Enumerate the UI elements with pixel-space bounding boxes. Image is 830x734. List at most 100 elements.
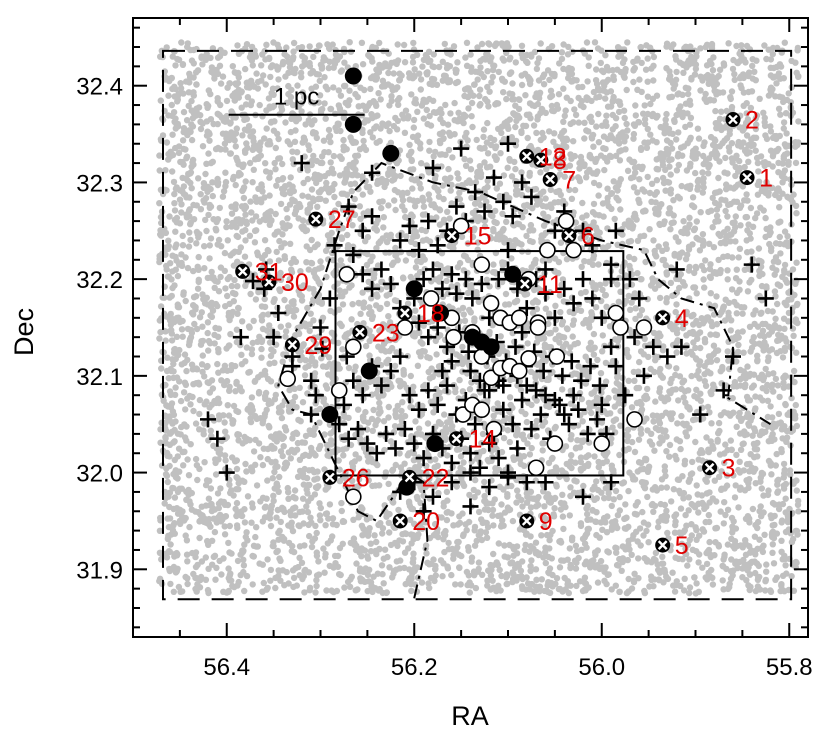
background-point xyxy=(538,532,545,539)
background-point xyxy=(522,92,529,99)
background-point xyxy=(279,220,286,227)
background-point xyxy=(256,101,263,109)
background-point xyxy=(340,114,348,122)
background-point xyxy=(308,543,316,551)
background-point xyxy=(577,153,585,161)
background-point xyxy=(395,506,402,514)
background-point xyxy=(702,90,709,98)
background-point xyxy=(208,268,215,276)
background-point xyxy=(325,64,332,72)
background-point xyxy=(177,89,184,97)
background-point xyxy=(568,195,576,202)
background-point xyxy=(170,178,178,186)
background-point xyxy=(224,402,231,409)
background-point xyxy=(222,428,229,435)
background-point xyxy=(745,484,752,492)
background-point xyxy=(533,129,540,137)
background-point xyxy=(757,204,764,211)
background-point xyxy=(216,111,223,119)
background-point xyxy=(731,298,738,306)
background-point xyxy=(205,541,212,548)
background-point xyxy=(172,228,179,235)
background-point xyxy=(782,495,789,502)
background-point xyxy=(572,565,580,572)
background-point xyxy=(792,139,799,146)
background-point xyxy=(410,116,418,124)
background-point xyxy=(486,41,493,48)
background-point xyxy=(532,566,540,573)
background-point xyxy=(736,245,744,252)
background-point xyxy=(568,452,575,459)
background-point xyxy=(754,159,762,167)
background-point xyxy=(648,430,655,437)
background-point xyxy=(681,422,689,429)
background-point xyxy=(624,556,631,564)
background-point xyxy=(193,365,200,372)
background-point xyxy=(217,485,224,492)
background-point xyxy=(583,39,591,46)
background-point xyxy=(215,288,223,295)
background-point xyxy=(383,300,391,308)
background-point xyxy=(326,501,334,508)
background-point xyxy=(316,419,323,426)
background-point xyxy=(197,118,204,126)
background-point xyxy=(735,341,742,349)
background-point xyxy=(178,326,186,333)
background-point xyxy=(644,395,651,402)
background-point xyxy=(457,464,464,472)
background-point xyxy=(183,367,190,375)
background-point xyxy=(346,87,353,94)
background-point xyxy=(699,169,706,176)
background-point xyxy=(537,40,544,47)
background-point xyxy=(757,153,765,160)
background-point xyxy=(577,520,585,527)
background-point xyxy=(263,406,270,414)
background-point xyxy=(634,468,641,475)
background-point xyxy=(781,470,788,477)
background-point xyxy=(575,119,582,126)
background-point xyxy=(300,179,307,187)
background-point xyxy=(462,521,469,528)
background-point xyxy=(409,185,416,192)
background-point xyxy=(721,551,728,558)
background-point xyxy=(214,180,221,188)
background-point xyxy=(722,441,729,448)
background-point xyxy=(399,531,406,538)
background-point xyxy=(313,134,320,142)
background-point xyxy=(685,60,692,68)
background-point xyxy=(695,135,703,142)
background-point xyxy=(358,522,366,529)
background-point xyxy=(233,499,241,507)
background-point xyxy=(745,158,752,165)
background-point xyxy=(369,134,376,141)
background-point xyxy=(459,343,466,351)
background-point xyxy=(410,124,417,131)
background-point xyxy=(618,567,625,574)
background-point xyxy=(290,574,298,582)
background-point xyxy=(215,349,222,356)
background-point xyxy=(178,39,185,46)
background-point xyxy=(625,353,632,361)
background-point xyxy=(733,423,740,430)
background-point xyxy=(367,257,374,265)
background-point xyxy=(601,166,608,174)
background-point xyxy=(650,508,657,515)
background-point xyxy=(687,134,694,141)
background-point xyxy=(339,346,346,353)
background-point xyxy=(276,287,284,295)
background-point xyxy=(290,48,297,55)
background-point xyxy=(483,198,490,205)
background-point xyxy=(503,95,510,103)
background-point xyxy=(489,73,496,81)
background-point xyxy=(478,40,486,48)
background-point xyxy=(341,288,349,295)
background-point xyxy=(484,83,491,91)
background-point xyxy=(591,453,598,460)
background-point xyxy=(580,320,587,327)
background-point xyxy=(281,240,288,247)
background-point xyxy=(168,101,175,109)
background-point xyxy=(258,345,265,353)
background-point xyxy=(228,282,235,290)
background-point xyxy=(239,132,246,139)
background-point xyxy=(426,354,433,362)
